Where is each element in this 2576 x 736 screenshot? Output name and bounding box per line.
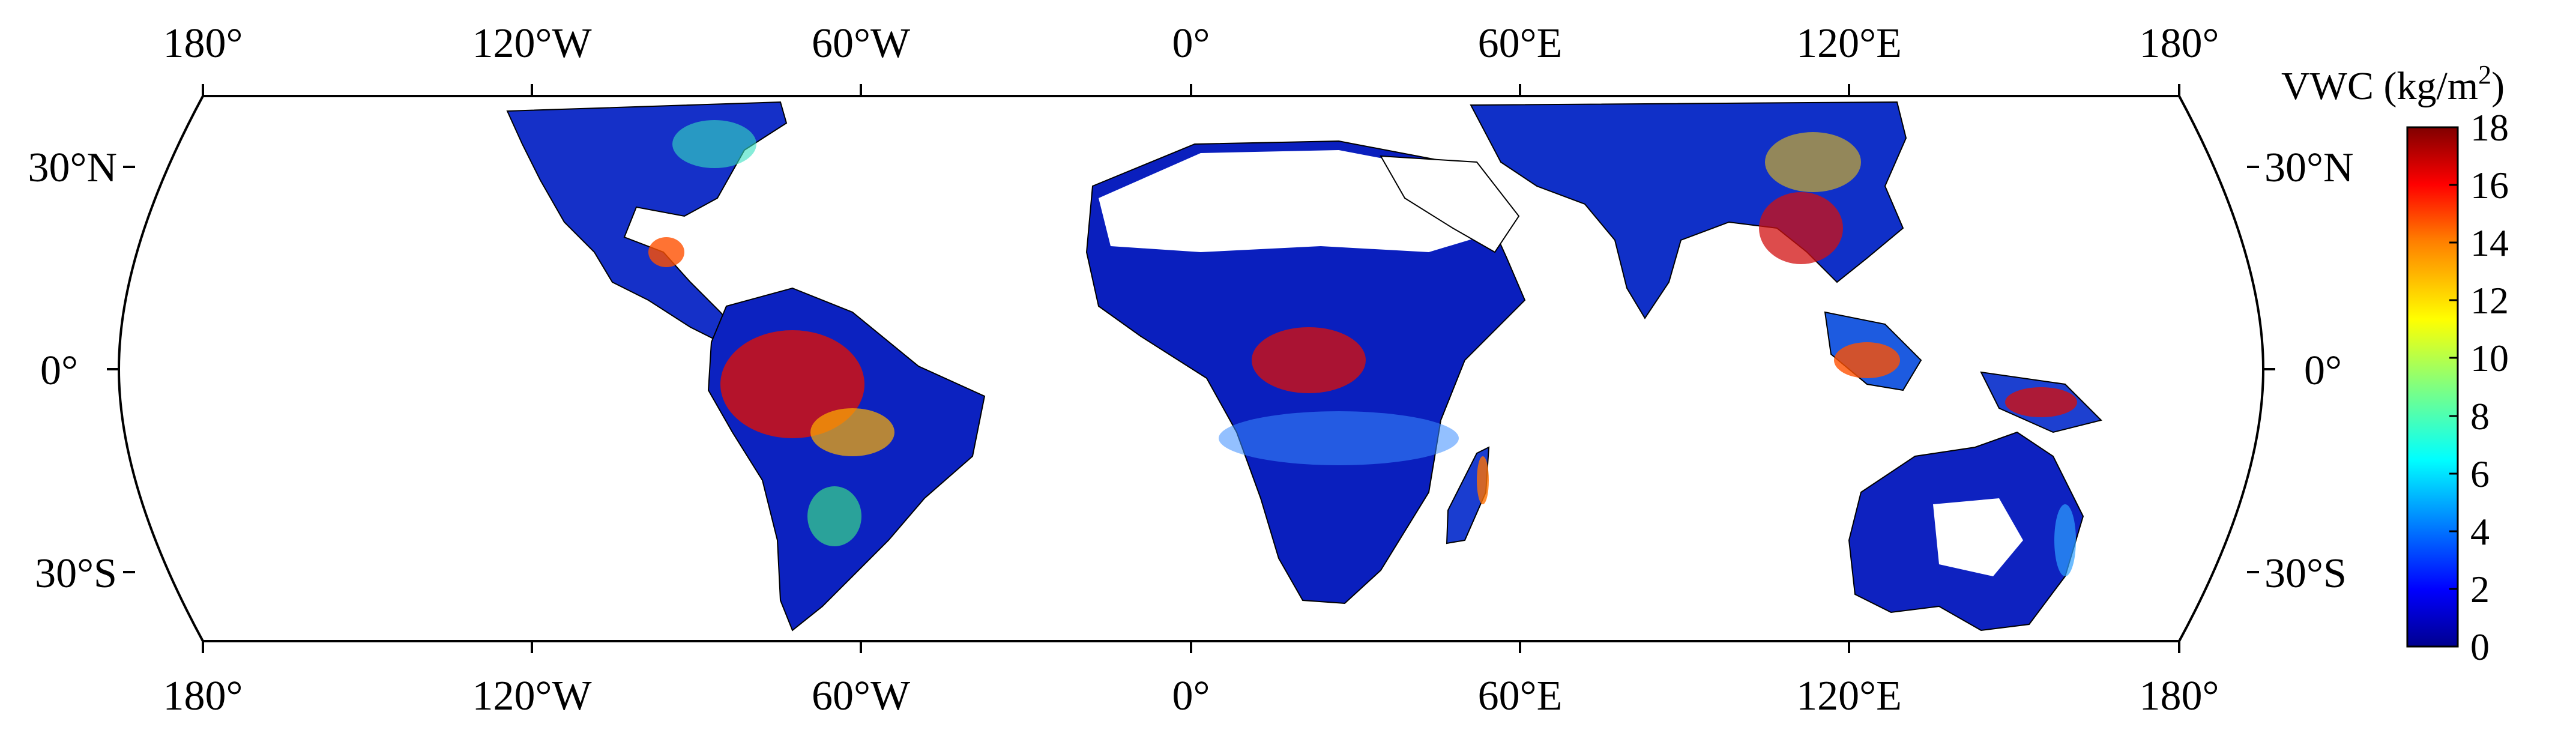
australia-east-coast	[2054, 504, 2076, 576]
colorbar-tick-14: 14	[2470, 222, 2509, 264]
us-southeast-mid	[672, 120, 756, 168]
bottom-tick-60w: 60°W	[812, 673, 910, 719]
left-tick-0: 0°	[40, 348, 78, 394]
bottom-longitude-ticks: 180° 120°W 60°W 0° 60°E 120°E 180°	[163, 673, 2219, 719]
left-latitude-ticks: 30°N 0° 30°S	[28, 145, 117, 597]
bottom-tick-0: 0°	[1172, 673, 1210, 719]
congo-high-vwc	[1252, 327, 1366, 393]
colorbar-gradient	[2406, 126, 2459, 648]
colorbar-title: VWC (kg/m2)	[2281, 60, 2505, 108]
colorbar-tick-12: 12	[2470, 279, 2509, 322]
bottom-tick-120e: 120°E	[1796, 673, 1902, 719]
right-tick-0: 0°	[2304, 348, 2342, 394]
right-tick-marks	[2247, 166, 2275, 573]
land-layer	[506, 101, 2102, 632]
colorbar-tick-2: 2	[2470, 568, 2490, 611]
land-arabia	[1380, 155, 1520, 253]
colorbar-tick-16: 16	[2470, 164, 2509, 207]
left-tick-30s: 30°S	[35, 550, 117, 597]
central-america-high	[648, 237, 684, 267]
colorbar-tick-marks	[2449, 126, 2458, 648]
colorbar-tick-8: 8	[2470, 395, 2490, 438]
bottom-tick-60e: 60°E	[1478, 673, 1563, 719]
right-tick-30n: 30°N	[2264, 145, 2354, 191]
left-tick-marks	[107, 166, 135, 573]
top-tick-180e: 180°	[2140, 20, 2219, 67]
bottom-tick-marks	[202, 641, 2180, 653]
colorbar-tick-18: 18	[2470, 106, 2509, 149]
australia-no-data	[1933, 498, 2023, 576]
new-guinea-high-vwc	[2005, 387, 2077, 417]
top-tick-180w: 180°	[163, 20, 243, 67]
colorbar-tick-0: 0	[2470, 626, 2490, 668]
left-tick-30n: 30°N	[28, 145, 117, 191]
top-tick-120w: 120°W	[472, 20, 591, 67]
colorbar-tick-4: 4	[2470, 510, 2490, 553]
madagascar-east	[1477, 456, 1489, 504]
colorbar: VWC (kg/m2) 18 16 14 12 10 8 6 4 2 0	[2281, 60, 2509, 668]
borneo-high-vwc	[1834, 342, 1900, 378]
top-longitude-ticks: 180° 120°W 60°W 0° 60°E 120°E 180°	[163, 20, 2219, 67]
bottom-tick-120w: 120°W	[472, 673, 591, 719]
amazon-mid-vwc	[810, 408, 894, 456]
top-tick-60e: 60°E	[1478, 20, 1563, 67]
colorbar-tick-6: 6	[2470, 453, 2490, 495]
bottom-tick-180w: 180°	[163, 673, 243, 719]
top-tick-marks	[202, 84, 2180, 96]
parana-mid-vwc	[807, 486, 861, 546]
colorbar-tick-10: 10	[2470, 337, 2509, 379]
africa-light-band	[1219, 411, 1459, 465]
bottom-tick-180e: 180°	[2140, 673, 2219, 719]
top-tick-0: 0°	[1172, 20, 1210, 67]
right-tick-30s: 30°S	[2264, 550, 2347, 597]
top-tick-120e: 120°E	[1796, 20, 1902, 67]
top-tick-60w: 60°W	[812, 20, 910, 67]
amazon-high-vwc	[720, 330, 864, 438]
right-latitude-ticks: 30°N 0° 30°S	[2264, 145, 2354, 597]
china-mid-vwc	[1765, 132, 1861, 192]
se-asia-high-vwc	[1759, 192, 1843, 264]
